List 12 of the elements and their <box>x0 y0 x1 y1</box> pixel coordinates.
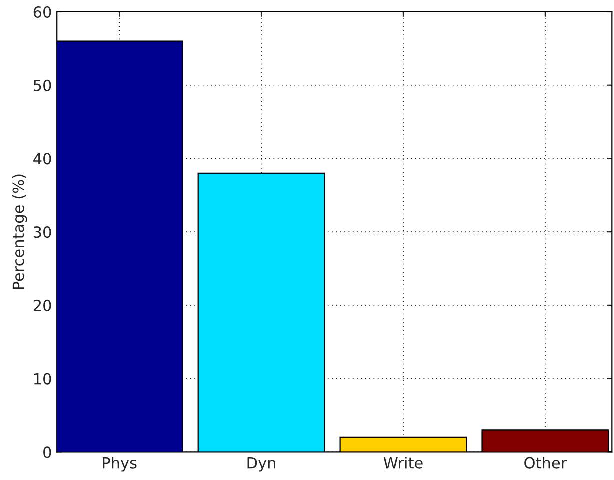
y-tick-label: 50 <box>34 80 52 92</box>
x-tick-label: Phys <box>103 457 137 472</box>
y-tick-label: 0 <box>44 446 52 458</box>
x-tick-label: Write <box>384 457 423 469</box>
x-tick-label: Dyn <box>248 457 276 472</box>
y-tick-label: 60 <box>34 6 52 18</box>
y-tick-label: 10 <box>34 373 52 385</box>
y-tick-label: 40 <box>34 153 52 165</box>
y-tick-label: 30 <box>34 226 52 238</box>
y-tick-label: 20 <box>34 300 52 312</box>
x-tick-label: Other <box>524 457 568 469</box>
y-axis-title: Percentage (%) <box>12 174 28 290</box>
